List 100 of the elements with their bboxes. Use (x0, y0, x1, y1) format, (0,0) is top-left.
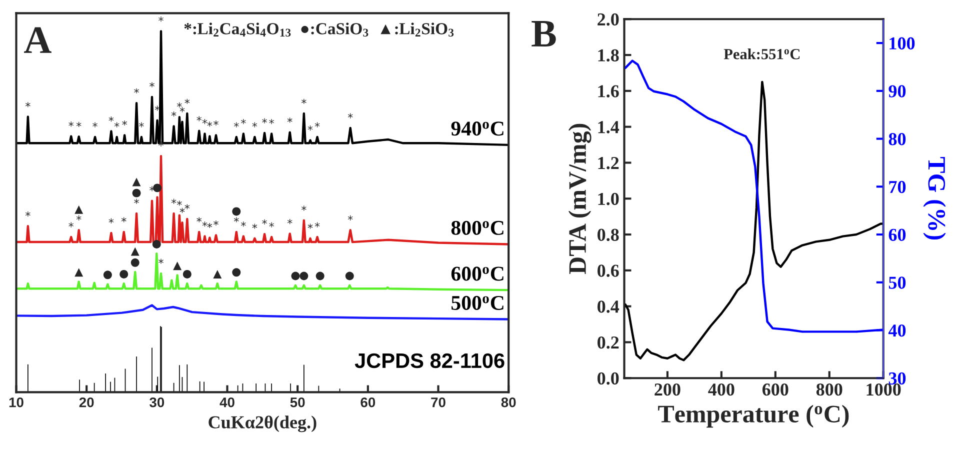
chart-title: A (24, 27, 52, 53)
x-axis-title: Temperature ($^{o}$C) (658, 404, 849, 428)
annotation: * (252, 224, 258, 229)
y2-tick-label: 90 (888, 85, 906, 98)
annotation: * (207, 222, 212, 228)
series-label: JCPDS 82-1106 (354, 353, 504, 368)
x-tick-label: 30 (150, 397, 164, 408)
annotation: * (234, 217, 239, 222)
annotation: * (139, 122, 144, 128)
annotation: * (202, 222, 208, 227)
annotation: * (180, 107, 185, 112)
annotation: * (134, 198, 139, 204)
annotation: * (171, 198, 176, 204)
x-tick-label: 60 (360, 397, 376, 408)
annotation: * (176, 102, 182, 108)
annotation: ▲ (173, 262, 182, 270)
y2-tick-label: 70 (889, 180, 906, 194)
series-label: 500$^{o}$C (452, 296, 504, 310)
x-tick-label: 600 (762, 383, 788, 396)
annotation: * (68, 222, 74, 228)
y2-tick-label: 40 (888, 324, 906, 337)
annotation: ▲ (213, 270, 222, 278)
annotation: * (92, 122, 98, 128)
annotation: * (262, 118, 267, 124)
annotation: * (184, 204, 190, 210)
y-tick-label: 0.6 (598, 264, 619, 277)
y2-tick-label: 30 (888, 372, 906, 385)
x-tick-label: 50 (290, 397, 305, 408)
annotation: * (262, 219, 267, 224)
text: *:Li$_{2}$Ca$_{4}$Si$_{4}$O$_{13}$ ●:CaSiO$_{3}$ ▲:Li$_{2}$SiO$_{3}$ (184, 22, 454, 37)
x-tick-label: 800 (816, 383, 842, 396)
x-tick-label: 40 (220, 397, 234, 408)
annotation: * (287, 118, 292, 123)
annotation: * (269, 119, 274, 124)
y2-tick-label: 100 (890, 37, 915, 50)
y-tick-label: 1.6 (598, 85, 619, 98)
series-label: 800$^{o}$C (451, 220, 504, 235)
annotation: ▲ (74, 268, 84, 277)
annotation: * (314, 222, 320, 228)
annotation: ● (182, 270, 192, 278)
line-series (624, 80, 884, 362)
annotation: * (287, 219, 292, 224)
annotation: ▲ (132, 178, 141, 186)
annotation: * (68, 122, 74, 127)
annotation: ● (132, 188, 141, 198)
annotation: * (214, 120, 218, 126)
y-tick-label: 1.8 (598, 49, 619, 62)
annotation: * (308, 224, 313, 229)
annotation: * (202, 119, 208, 124)
annotation: * (184, 98, 190, 104)
annotation: * (180, 208, 185, 213)
annotation: * (348, 113, 353, 118)
annotation: ● (232, 268, 241, 277)
annotation: ▲ (74, 205, 84, 214)
series-label: 940$^{o}$C (451, 122, 504, 136)
annotation: * (240, 119, 246, 124)
annotation: * (314, 122, 320, 128)
annotation: * (25, 102, 30, 108)
y2-axis-title: TG (%) (923, 156, 946, 240)
y-tick-label: 2.0 (598, 13, 619, 26)
annotation: * (158, 16, 164, 22)
annotation: * (301, 98, 306, 104)
annotation: ● (345, 272, 354, 280)
y-tick-label: 0.8 (598, 228, 619, 242)
annotation: ● (103, 270, 112, 280)
annotation: ● (316, 272, 324, 280)
y-tick-label: 1.0 (598, 192, 619, 206)
series-label: 600$^{o}$C (451, 266, 504, 281)
y2-tick-label: 80 (888, 133, 906, 146)
annotation: ● (232, 207, 241, 216)
x-tick-label: 70 (431, 397, 446, 408)
annotation: * (25, 211, 30, 217)
annotation: * (121, 217, 126, 222)
annotation: ● (300, 272, 308, 280)
annotation: * (134, 88, 139, 94)
y-tick-label: 1.2 (598, 157, 619, 170)
x-tick-label: 20 (79, 397, 94, 408)
annotation: * (269, 222, 274, 228)
chart-title: B (532, 20, 556, 47)
annotation: * (158, 141, 164, 146)
annotation: * (176, 200, 182, 206)
y-axis-title: DTA (mV/mg) (568, 124, 592, 274)
annotation: * (108, 116, 114, 122)
annotation: * (207, 122, 212, 127)
x-tick-label: 200 (654, 383, 680, 396)
y-tick-label: 0.4 (598, 300, 620, 313)
x-axis-title: CuKα2θ(deg.) (208, 416, 316, 432)
annotation: * (252, 122, 258, 128)
annotation: * (196, 116, 202, 122)
annotation: * (171, 111, 176, 117)
x-tick-label: 400 (708, 383, 734, 396)
annotation: * (158, 258, 164, 264)
annotation: ▲ (130, 247, 140, 256)
annotation: * (150, 82, 154, 88)
annotation: * (108, 218, 114, 224)
annotation: * (114, 122, 120, 128)
y-tick-label: 0.2 (598, 336, 619, 349)
y2-tick-label: 50 (888, 276, 906, 289)
annotation: * (76, 215, 82, 220)
x-tick-label: 10 (9, 397, 24, 408)
